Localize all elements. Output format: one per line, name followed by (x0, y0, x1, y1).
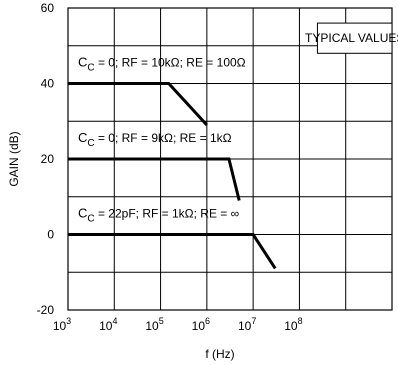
y-tick-label: 40 (41, 77, 55, 91)
series-line-3 (68, 233, 277, 270)
series-label-2: CC = 0; RF = 9kΩ; RE = 1kΩ (78, 130, 232, 149)
series-line-1 (68, 82, 208, 127)
x-axis-label: f (Hz) (205, 347, 234, 361)
y-axis-label: GAIN (dB) (7, 131, 21, 186)
y-tick-label: 0 (47, 228, 54, 242)
y-tick-label: 60 (41, 1, 55, 15)
x-tick-label: 105 (145, 316, 163, 333)
y-tick-label: 20 (41, 152, 55, 166)
x-tick-label: 106 (192, 316, 210, 333)
annotation-text: TYPICAL VALUES (305, 31, 398, 45)
series-line-2 (68, 157, 241, 201)
label-layer: CC = 0; RF = 10kΩ; RE = 100Ω CC = 0; RF =… (78, 55, 246, 225)
annotation-box (316, 22, 393, 54)
series-label-1: CC = 0; RF = 10kΩ; RE = 100Ω (78, 55, 246, 74)
y-tick-label: -20 (37, 303, 55, 317)
x-tick-label: 104 (99, 316, 117, 333)
series-layer (68, 82, 277, 270)
x-tick-label: 107 (238, 316, 256, 333)
annotation-box-layer: TYPICAL VALUES (305, 22, 398, 54)
x-tick-label: 108 (284, 316, 302, 333)
x-tick-label: 103 (53, 316, 71, 333)
series-label-3: CC = 22pF; RF = 1kΩ; RE = ∞ (78, 206, 239, 225)
